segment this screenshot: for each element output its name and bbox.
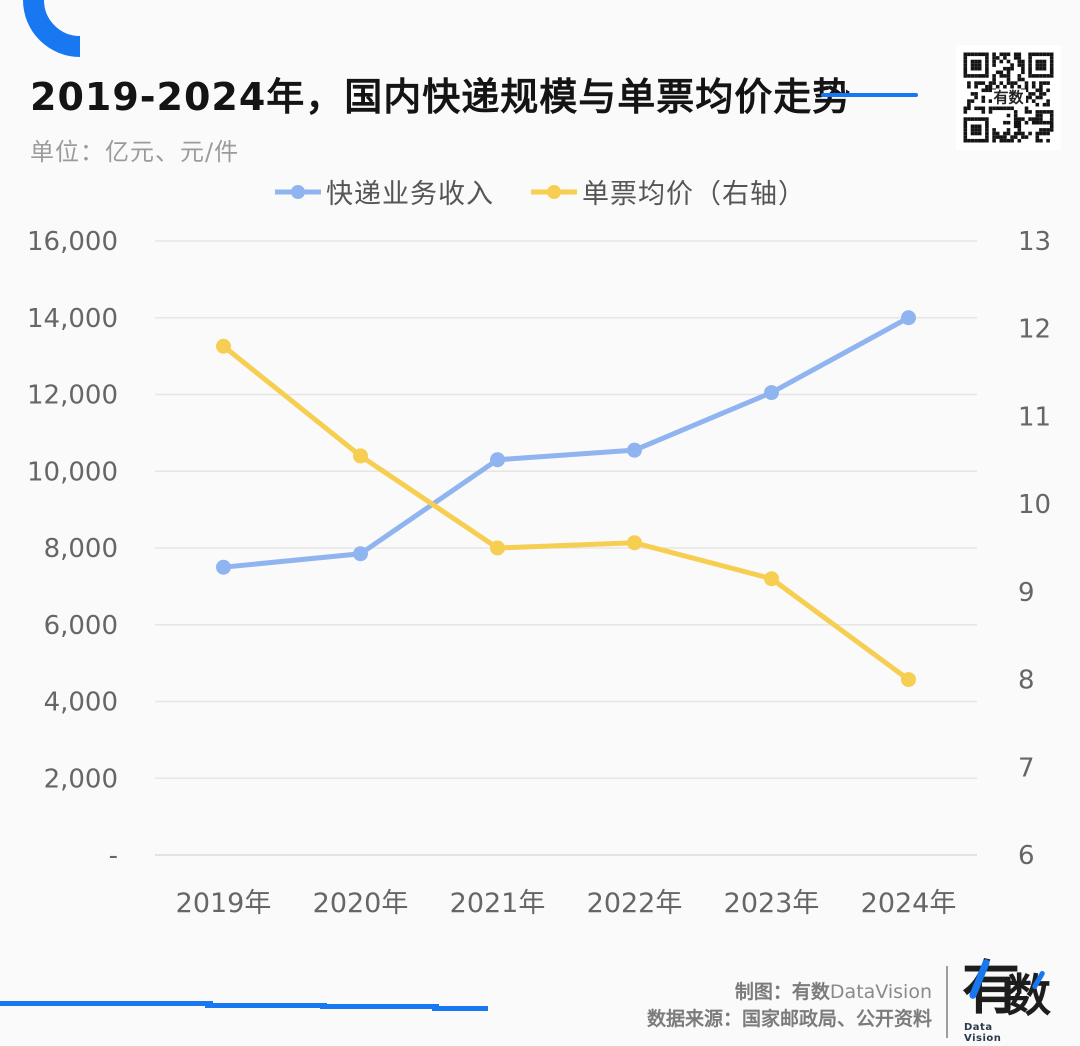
title-underline bbox=[821, 93, 918, 97]
logo-char-shu: 数 bbox=[1006, 969, 1052, 1022]
revenue-data-point bbox=[901, 310, 916, 326]
y-axis-label-right: 11 bbox=[1018, 402, 1051, 432]
y-axis-label-left: - bbox=[109, 841, 118, 871]
credit-line-1: 制图：有数DataVision bbox=[734, 981, 932, 1003]
y-axis-label-right: 6 bbox=[1018, 841, 1035, 871]
price-series-line bbox=[221, 343, 911, 683]
y-axis-label-right: 10 bbox=[1018, 490, 1051, 520]
y-axis-label-left: 4,000 bbox=[44, 688, 118, 718]
legend-swatch-icon bbox=[275, 184, 321, 199]
x-axis-label: 2019年 bbox=[176, 888, 272, 919]
qr-pattern bbox=[963, 52, 1054, 143]
unit-note: 单位：亿元、元/件 bbox=[30, 138, 240, 166]
y-axis-label-right: 8 bbox=[1018, 666, 1035, 696]
revenue-data-point bbox=[490, 452, 505, 468]
qr-center-label: 有数 bbox=[991, 88, 1026, 106]
price-data-point bbox=[353, 448, 368, 464]
revenue-data-point bbox=[764, 385, 779, 401]
price-data-point bbox=[216, 338, 231, 354]
x-axis-label: 2022年 bbox=[587, 888, 683, 919]
y-axis-label-left: 16,000 bbox=[27, 227, 118, 257]
y-axis-label-left: 2,000 bbox=[44, 764, 118, 794]
qr-code: 有数 bbox=[956, 45, 1061, 150]
page-title: 2019-2024年，国内快递规模与单票均价走势 bbox=[30, 75, 852, 119]
footer-brush-stroke bbox=[0, 1001, 213, 1006]
price-data-point bbox=[901, 672, 916, 688]
price-data-point bbox=[764, 571, 779, 587]
legend: 快递业务收入 单票均价（右轴） bbox=[0, 172, 1080, 211]
y-axis-label-left: 14,000 bbox=[27, 304, 118, 334]
footer-brush-stroke bbox=[320, 1004, 439, 1009]
credit-line-2: 数据来源：国家邮政局、公开资料 bbox=[646, 1008, 932, 1030]
revenue-series-line bbox=[221, 315, 911, 570]
x-axis-label: 2021年 bbox=[450, 888, 546, 919]
y-axis-label-left: 8,000 bbox=[44, 534, 118, 564]
legend-swatch-icon bbox=[531, 184, 577, 199]
legend-label: 快递业务收入 bbox=[326, 179, 494, 210]
footer-divider bbox=[946, 966, 948, 1038]
y-axis-label-left: 12,000 bbox=[27, 381, 118, 411]
revenue-data-point bbox=[627, 442, 642, 458]
footer-brush-stroke bbox=[432, 1006, 488, 1011]
x-axis-label: 2023年 bbox=[724, 888, 820, 919]
logo-subtext: Data Vision bbox=[964, 1022, 1002, 1044]
footer-brush-stroke bbox=[205, 1003, 327, 1008]
legend-label: 单票均价（右轴） bbox=[582, 179, 806, 210]
revenue-data-point bbox=[216, 559, 231, 575]
x-axis-label: 2020年 bbox=[313, 888, 409, 919]
y-axis-label-left: 10,000 bbox=[27, 457, 118, 487]
y-axis-label-right: 7 bbox=[1018, 753, 1035, 783]
y-axis-label-left: 6,000 bbox=[44, 611, 118, 641]
legend-item-0: 快递业务收入 bbox=[274, 172, 494, 211]
brand-logo: 有 数 Data Vision bbox=[960, 956, 1070, 1046]
x-axis-label: 2024年 bbox=[861, 888, 957, 919]
price-data-point bbox=[490, 540, 505, 556]
footer-credits: 制图：有数DataVision 数据来源：国家邮政局、公开资料 bbox=[647, 979, 932, 1033]
y-axis-label-right: 12 bbox=[1018, 315, 1051, 345]
revenue-data-point bbox=[353, 546, 368, 562]
brand-arc-icon bbox=[23, 0, 81, 57]
price-data-point bbox=[627, 535, 642, 551]
legend-item-1: 单票均价（右轴） bbox=[530, 172, 806, 211]
y-axis-label-right: 9 bbox=[1018, 578, 1035, 608]
y-axis-label-right: 13 bbox=[1018, 227, 1051, 257]
